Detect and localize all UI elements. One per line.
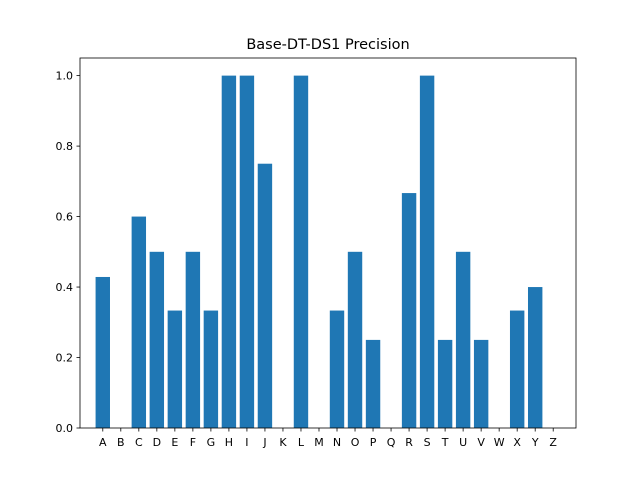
- bar-T: [437, 339, 453, 428]
- x-tick-label-Y: Y: [531, 436, 539, 449]
- bar-S: [419, 75, 435, 429]
- y-tick-label-0.0: 0.0: [56, 422, 74, 435]
- y-tick-label-1.0: 1.0: [56, 70, 74, 83]
- bar-V: [473, 339, 489, 428]
- bar-I: [239, 75, 255, 429]
- bars-layer: [95, 75, 543, 429]
- x-tick-label-W: W: [494, 436, 505, 449]
- x-tick-label-Q: Q: [387, 436, 396, 449]
- x-tick-label-U: U: [459, 436, 467, 449]
- bar-C: [131, 216, 147, 428]
- x-tick-label-D: D: [153, 436, 161, 449]
- bar-F: [185, 251, 201, 428]
- bar-O: [347, 251, 363, 428]
- y-tick-label-0.8: 0.8: [56, 140, 74, 153]
- x-tick-label-J: J: [262, 436, 266, 449]
- x-tick-label-V: V: [477, 436, 485, 449]
- x-tick-label-E: E: [171, 436, 178, 449]
- x-tick-label-T: T: [441, 436, 449, 449]
- x-tick-label-K: K: [279, 436, 287, 449]
- bar-L: [293, 75, 309, 429]
- x-tick-label-F: F: [190, 436, 196, 449]
- chart-title: Base-DT-DS1 Precision: [246, 37, 409, 53]
- bar-G: [203, 310, 219, 428]
- plot-frame: [79, 57, 577, 429]
- x-tick-label-X: X: [513, 436, 521, 449]
- x-tick-label-Z: Z: [549, 436, 557, 449]
- x-tick-label-N: N: [333, 436, 341, 449]
- bar-Y: [527, 287, 543, 428]
- bar-A: [95, 276, 110, 428]
- y-tick-label-0.4: 0.4: [56, 281, 74, 294]
- bar-R: [401, 193, 417, 428]
- bar-J: [257, 163, 273, 428]
- x-tick-label-M: M: [314, 436, 324, 449]
- x-tick-label-O: O: [351, 436, 360, 449]
- x-tick-label-A: A: [99, 436, 107, 449]
- x-tick-label-H: H: [225, 436, 233, 449]
- bar-D: [149, 251, 165, 428]
- bar-X: [509, 310, 525, 428]
- x-tick-label-L: L: [298, 436, 305, 449]
- x-tick-label-R: R: [405, 436, 413, 449]
- x-tick-label-B: B: [117, 436, 125, 449]
- bar-N: [329, 310, 345, 428]
- bar-E: [167, 310, 183, 428]
- y-tick-label-0.2: 0.2: [56, 352, 74, 365]
- x-tick-label-I: I: [245, 436, 248, 449]
- x-tick-label-C: C: [135, 436, 143, 449]
- bar-U: [455, 251, 471, 428]
- x-tick-label-P: P: [370, 436, 377, 449]
- x-tick-label-G: G: [207, 436, 216, 449]
- y-tick-label-0.6: 0.6: [56, 211, 74, 224]
- x-tick-label-S: S: [424, 436, 431, 449]
- axes-layer: A B C D E F G H I J K L M N O P Q R S T U V W X Y Z 0.0 0.2 0.4 0.6 0.…: [56, 57, 577, 449]
- bar-H: [221, 75, 237, 429]
- bar-P: [365, 339, 381, 428]
